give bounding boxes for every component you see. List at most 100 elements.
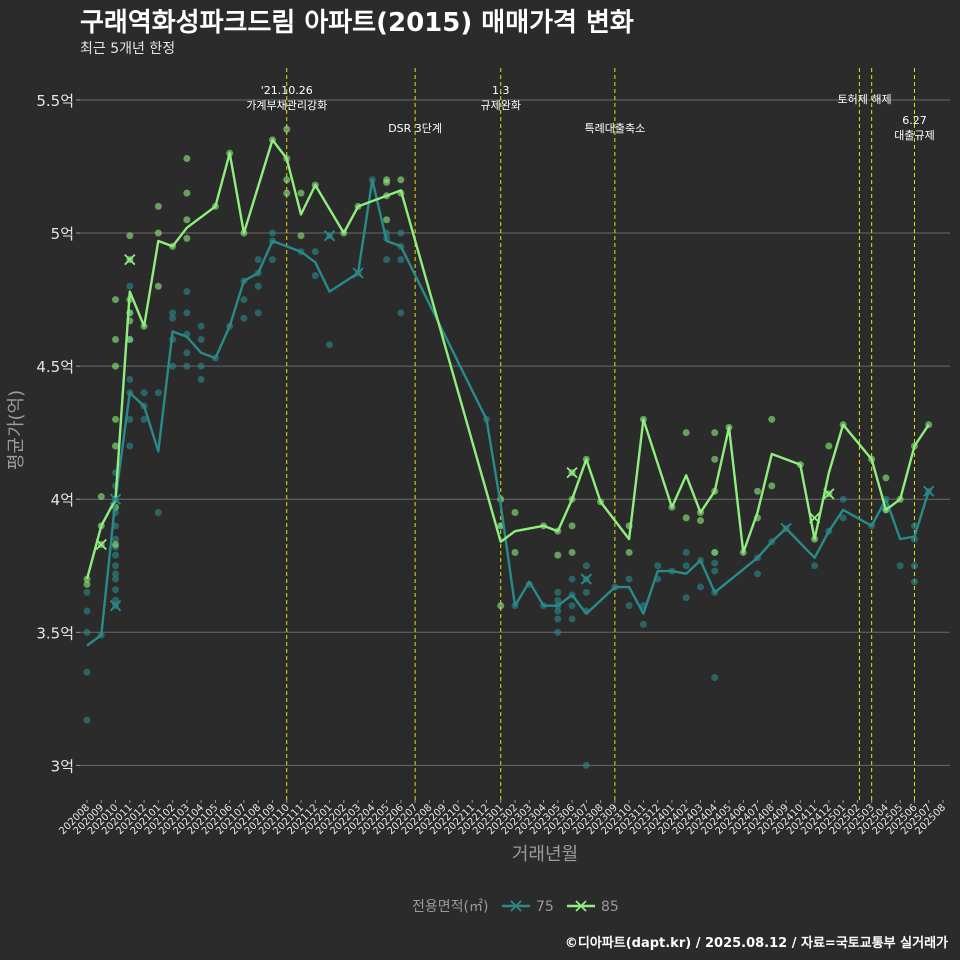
chart-title: 구래역화성파크드림 아파트(2015) 매매가격 변화 [80, 8, 634, 38]
data-point [554, 596, 562, 604]
y-tick-label: 5억 [51, 225, 74, 243]
data-point [625, 575, 633, 583]
legend-key-marker [575, 900, 587, 912]
data-point [326, 341, 334, 349]
data-point [112, 442, 120, 450]
data-point [83, 580, 91, 588]
data-point [568, 548, 576, 556]
event-label: 특례대출축소 [584, 122, 645, 135]
data-point [297, 232, 305, 240]
data-point [240, 296, 248, 304]
y-axis-title: 평균가(억) [6, 390, 27, 470]
data-point [154, 229, 162, 237]
x-axis-title: 거래년월 [512, 844, 578, 865]
data-point [183, 362, 191, 370]
data-point [154, 202, 162, 210]
data-point [825, 442, 833, 450]
data-point [554, 628, 562, 636]
chart-subtitle: 최근 5개년 한정 [80, 41, 176, 57]
data-point [283, 189, 291, 197]
data-point [140, 389, 148, 397]
event-label: 1.3 [492, 84, 510, 97]
data-point [554, 551, 562, 559]
legend-label: 75 [536, 899, 554, 915]
data-point [754, 570, 762, 578]
event-label: 6.27 [902, 114, 927, 127]
data-point [625, 548, 633, 556]
x-marker [124, 254, 136, 266]
data-point [183, 216, 191, 224]
data-point [83, 716, 91, 724]
series-75 [83, 176, 933, 769]
data-point [711, 429, 719, 437]
data-point [169, 309, 177, 317]
source-caption: ©디아파트(dapt.kr) / 2025.08.12 / 자료=국토교통부 실… [564, 936, 948, 951]
data-point [696, 517, 704, 525]
data-point [696, 583, 704, 591]
data-point [682, 514, 690, 522]
x-marker [352, 267, 364, 279]
data-point [283, 125, 291, 133]
data-point [112, 336, 120, 344]
data-point [568, 602, 576, 610]
data-point [639, 620, 647, 628]
event-label: '21.10.26 [261, 84, 313, 97]
data-point [197, 375, 205, 383]
data-point [83, 668, 91, 676]
data-point [183, 234, 191, 242]
data-point [582, 588, 590, 596]
data-point [126, 375, 134, 383]
data-point [197, 362, 205, 370]
data-point [397, 229, 405, 237]
data-point [682, 429, 690, 437]
x-marker [923, 485, 935, 497]
data-point [711, 567, 719, 575]
data-point [254, 309, 262, 317]
data-point [311, 272, 319, 280]
event-label: 토허제 해제 [837, 92, 891, 106]
data-point [568, 575, 576, 583]
data-point [112, 586, 120, 594]
data-point [268, 256, 276, 264]
data-point [383, 176, 391, 184]
data-point [112, 570, 120, 578]
data-point [711, 548, 719, 556]
data-point [554, 588, 562, 596]
data-point [268, 229, 276, 237]
data-point [154, 509, 162, 517]
x-marker [580, 573, 592, 585]
data-point [112, 415, 120, 423]
data-point [311, 248, 319, 256]
data-point [383, 216, 391, 224]
data-point [97, 493, 105, 501]
data-point [169, 362, 177, 370]
data-point [112, 551, 120, 559]
data-point [839, 514, 847, 522]
data-point [554, 615, 562, 623]
data-point [112, 575, 120, 583]
data-point [839, 495, 847, 503]
data-point [910, 578, 918, 586]
x-marker [109, 600, 122, 612]
data-point [910, 562, 918, 570]
data-point [126, 336, 134, 344]
x-marker [823, 488, 835, 500]
data-point [711, 674, 719, 682]
legend-title: 전용면적(㎡) [412, 899, 488, 915]
data-point [297, 189, 305, 197]
data-point [625, 602, 633, 610]
data-point [126, 282, 134, 290]
data-point [140, 415, 148, 423]
data-point [183, 189, 191, 197]
data-point [397, 309, 405, 317]
data-point [497, 602, 505, 610]
data-point [126, 442, 134, 450]
event-label: DSR 3단계 [388, 122, 442, 135]
y-tick-label: 4억 [51, 491, 74, 509]
data-point [896, 562, 904, 570]
data-point [126, 415, 134, 423]
data-point [83, 607, 91, 615]
legend-key-marker [510, 900, 522, 912]
data-point [283, 176, 291, 184]
data-point [682, 562, 690, 570]
